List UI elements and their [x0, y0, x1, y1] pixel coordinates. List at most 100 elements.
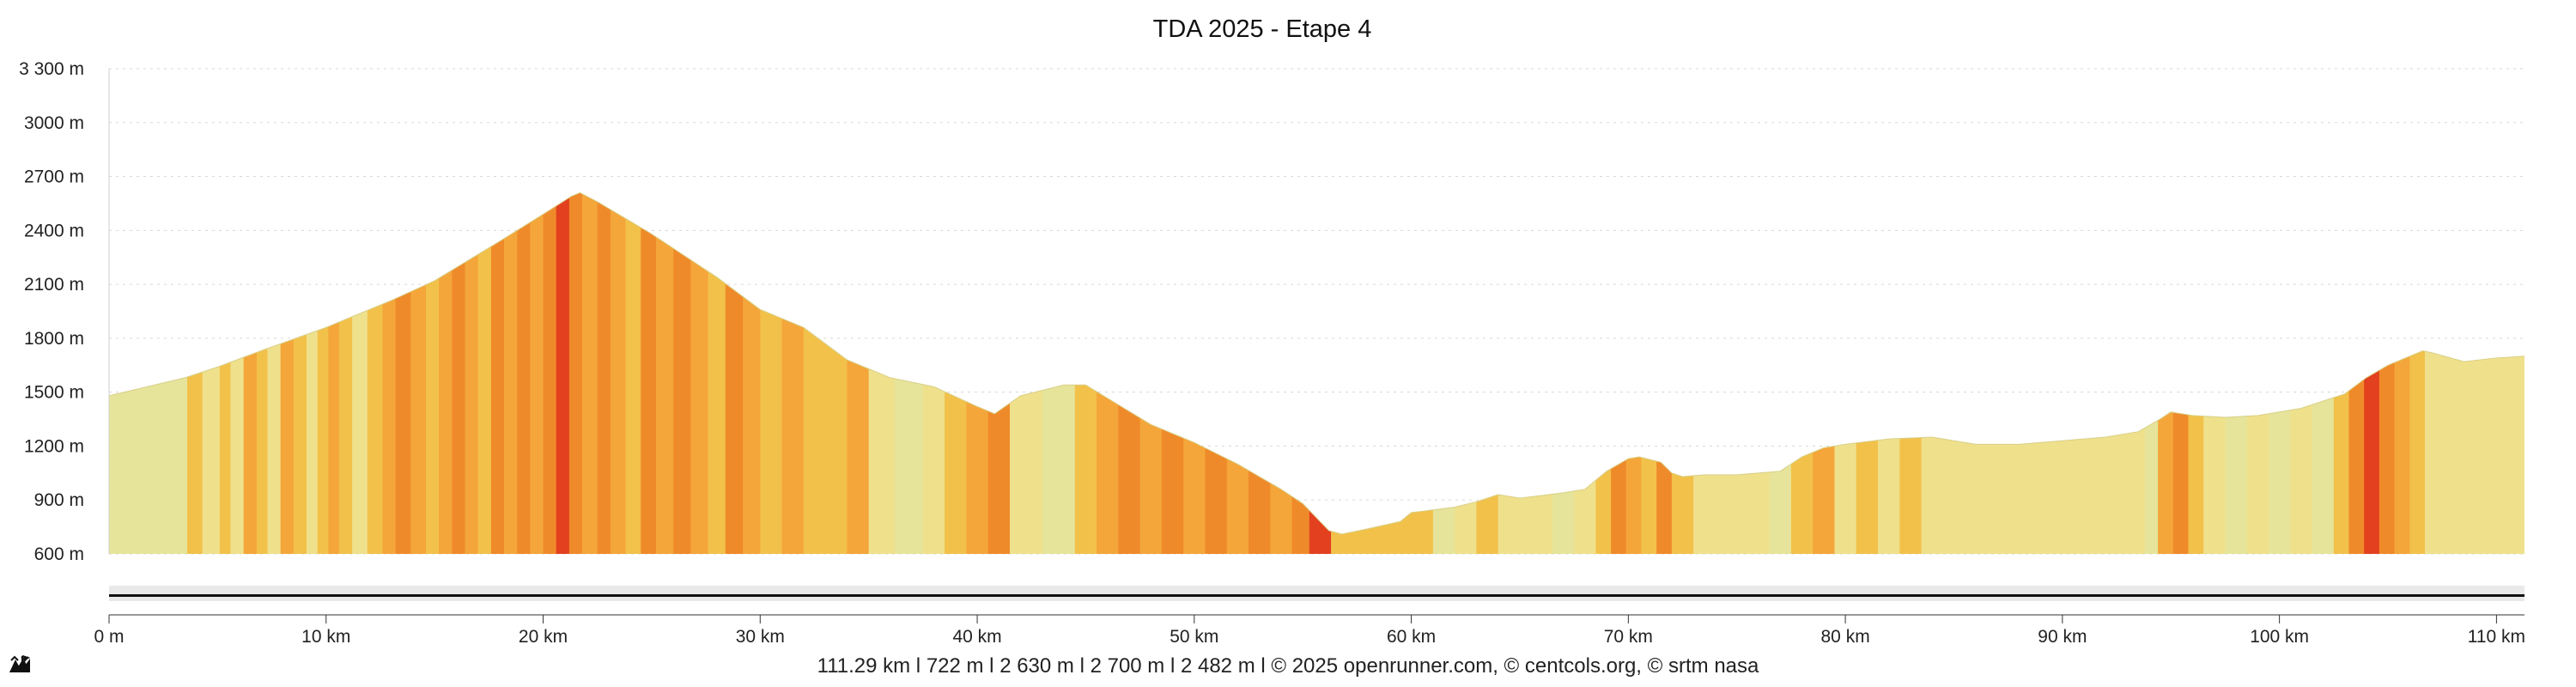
slope-segment [987, 192, 1011, 554]
slope-segment [1834, 192, 1857, 554]
slope-segment [690, 192, 709, 554]
slope-segment [1790, 192, 1814, 554]
y-tick-label: 600 m [34, 544, 84, 564]
x-tick-label: 110 km [2468, 627, 2525, 647]
slope-segment [1291, 192, 1310, 554]
slope-segment [847, 192, 870, 554]
stat-distance-value: 111.29 km l [817, 654, 921, 678]
slope-segment [1042, 192, 1076, 554]
slope-segment [395, 192, 411, 554]
slope-segment [530, 192, 544, 554]
chart-canvas: 600 m 900 m 1200 m 1500 m 1800 m 2100 m 2400 m… [19, 59, 2525, 647]
slope-segment [610, 192, 627, 554]
slope-segment [293, 192, 307, 554]
slope-segment [280, 192, 295, 554]
slope-segment [1878, 192, 1900, 554]
slope-segment [1595, 192, 1612, 554]
y-tick-label: 3 300 m [19, 59, 84, 79]
slope-segment [625, 192, 641, 554]
slope-segment [2246, 192, 2269, 554]
stat-elevation-loss: 2 482 m l [9, 654, 1266, 678]
slope-segment [382, 192, 397, 554]
slope-segment [966, 192, 989, 554]
slope-segment [1226, 192, 1249, 554]
slope-segment [109, 192, 188, 554]
slope-segment [2158, 192, 2174, 554]
slope-segment [1813, 192, 1836, 554]
slope-segments [109, 192, 2524, 554]
slope-segment [439, 192, 453, 554]
stat-elevation-gain: 2 700 m l [9, 654, 1176, 678]
stat-elevation-loss-value: 2 482 m l [1180, 654, 1266, 678]
y-tick-label: 900 m [34, 490, 84, 510]
slope-segment [1476, 192, 1499, 554]
slope-segment [1552, 192, 1575, 554]
y-tick-label: 2400 m [24, 221, 84, 240]
slope-segment [230, 192, 245, 554]
slope-segment [1118, 192, 1141, 554]
slope-segment [1611, 192, 1627, 554]
slope-segment [307, 192, 319, 554]
slope-segment [2188, 192, 2204, 554]
chart-title: TDA 2025 - Etape 4 [1152, 15, 1372, 43]
slope-segment [504, 192, 518, 554]
stat-ascent: 722 m l [9, 654, 994, 678]
slope-segment [1574, 192, 1597, 554]
slope-segment [1899, 192, 1923, 554]
slope-segment [1656, 192, 1673, 554]
slope-segment [1641, 192, 1657, 554]
slope-segment [673, 192, 691, 554]
x-tick-label: 40 km [952, 627, 1001, 647]
slope-segment [2379, 192, 2396, 554]
stat-distance: 111.29 km l [10, 654, 921, 678]
y-tick-label: 3000 m [24, 113, 84, 133]
slope-segment [2225, 192, 2248, 554]
slope-segment [1309, 192, 1332, 554]
range-navigator[interactable] [109, 586, 2524, 601]
slope-segment [317, 192, 329, 554]
slope-segment [1455, 192, 1477, 554]
slope-segment [2364, 192, 2380, 554]
slope-segment [465, 192, 479, 554]
slope-segment [656, 192, 674, 554]
x-tick-label: 70 km [1604, 627, 1653, 647]
slope-segment [945, 192, 967, 554]
x-tick-label: 20 km [519, 627, 568, 647]
slope-segment [1769, 192, 1792, 554]
slope-segment [895, 192, 924, 554]
slope-segment [338, 192, 353, 554]
slope-segment [1139, 192, 1163, 554]
slope-segment [2409, 192, 2426, 554]
stat-elevation-gain-value: 2 700 m l [1090, 654, 1176, 678]
slope-segment [803, 192, 848, 554]
slope-segment [477, 192, 492, 554]
slope-segment [517, 192, 531, 554]
slope-segment [568, 192, 583, 554]
y-axis: 600 m 900 m 1200 m 1500 m 1800 m 2100 m 2400 m… [19, 59, 84, 564]
slope-segment [202, 192, 221, 554]
slope-segment [2203, 192, 2227, 554]
slope-segment [367, 192, 384, 554]
y-tick-label: 2700 m [24, 167, 84, 187]
y-tick-label: 1800 m [24, 329, 84, 349]
y-tick-label: 1500 m [24, 383, 84, 403]
slope-segment [1921, 192, 2146, 554]
slope-segment [2333, 192, 2350, 554]
slope-segment [2312, 192, 2335, 554]
slope-segment [582, 192, 598, 554]
y-tick-label: 1200 m [24, 436, 84, 456]
x-axis: 0 m 10 km 20 km 30 km 40 km 50 km 60 km 70 km 80… [94, 614, 2525, 647]
navigator-line [109, 594, 2524, 597]
slope-segment [426, 192, 440, 554]
slope-segment [243, 192, 258, 554]
slope-segment [490, 192, 505, 554]
slope-segment [1693, 192, 1771, 554]
navigator-track[interactable] [109, 586, 2524, 601]
slope-segment [641, 192, 657, 554]
slope-segment [597, 192, 611, 554]
slope-segment [2144, 192, 2159, 554]
x-tick-label: 80 km [1821, 627, 1870, 647]
slope-segment [1625, 192, 1643, 554]
x-tick-label: 50 km [1170, 627, 1218, 647]
